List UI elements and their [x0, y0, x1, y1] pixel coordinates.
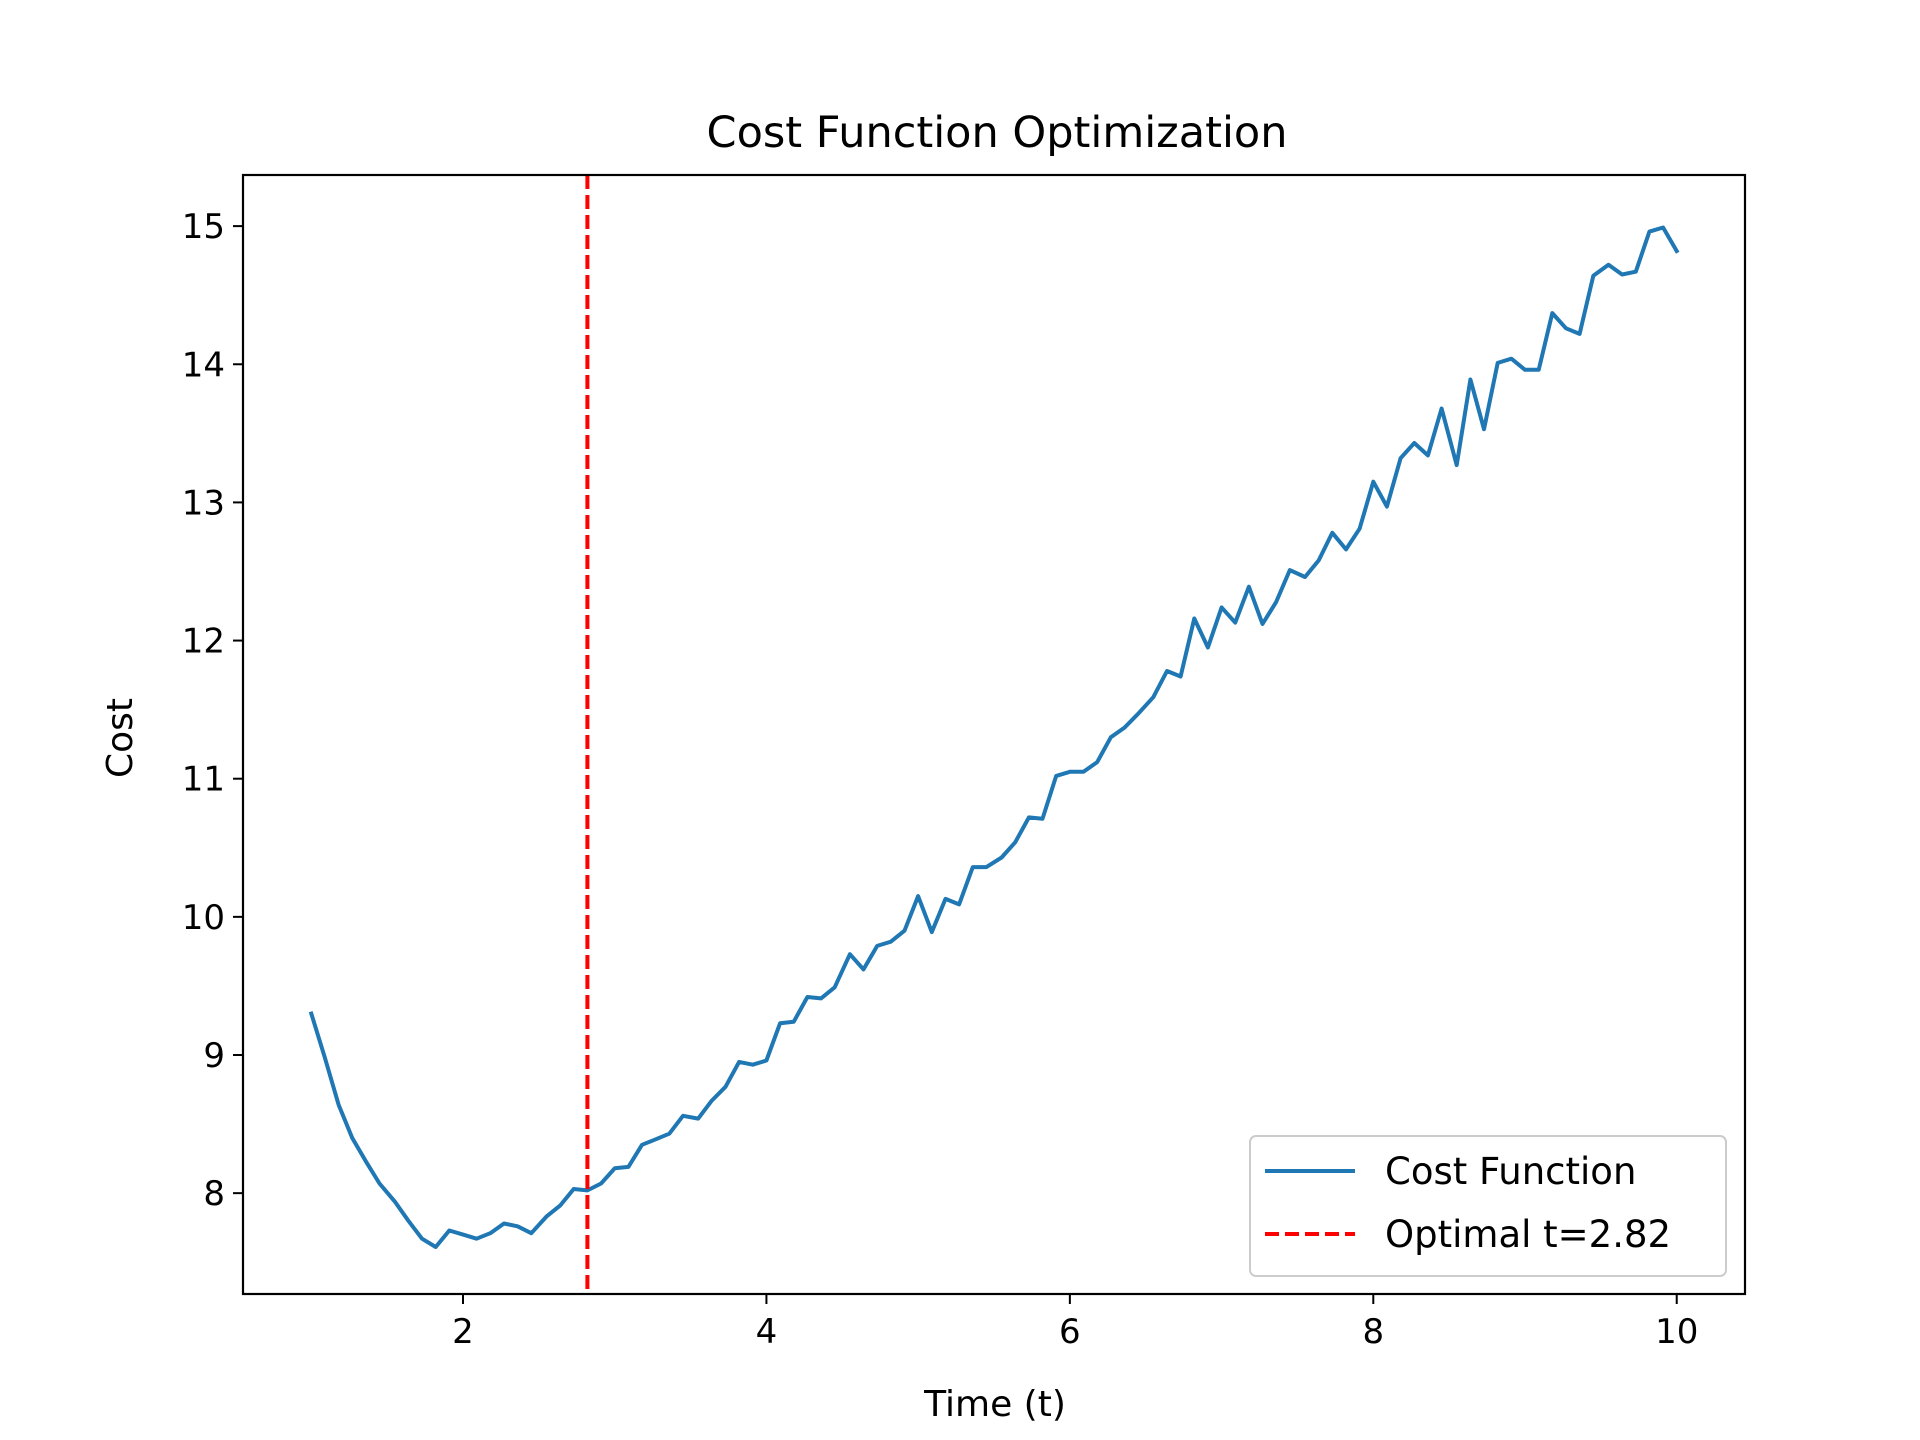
- chart-title: Cost Function Optimization: [707, 108, 1288, 158]
- y-axis-label: Cost: [100, 698, 141, 778]
- y-tick-label: 11: [182, 760, 225, 800]
- y-tick-label: 14: [182, 345, 225, 385]
- y-tick-label: 10: [182, 898, 225, 938]
- x-tick-label: 2: [452, 1312, 474, 1352]
- y-tick-label: 12: [182, 622, 225, 662]
- plot-area: [243, 175, 1745, 1294]
- y-axis: 8 9 10 11 12 13 14 15: [182, 207, 243, 1214]
- x-axis-label: Time (t): [923, 1384, 1066, 1425]
- legend-box: [1249, 1135, 1727, 1277]
- series-layer: [308, 175, 1680, 1294]
- plot-frame: [241, 173, 1747, 1296]
- x-tick-label: 10: [1655, 1312, 1698, 1352]
- x-axis: 2 4 6 8 10: [452, 1294, 1698, 1352]
- series-line-cost-function: [308, 225, 1680, 1249]
- y-tick-label: 15: [182, 207, 225, 247]
- legend-label-cost-function: Cost Function: [1385, 1150, 1636, 1193]
- y-tick-label: 8: [203, 1174, 225, 1214]
- x-tick-label: 4: [756, 1312, 778, 1352]
- y-tick-label: 9: [203, 1036, 225, 1076]
- legend: Cost Function Optimal t=2.82: [1249, 1135, 1727, 1277]
- y-tick-label: 13: [182, 483, 225, 523]
- x-tick-label: 8: [1362, 1312, 1384, 1352]
- x-tick-label: 6: [1059, 1312, 1081, 1352]
- legend-label-optimal: Optimal t=2.82: [1385, 1213, 1671, 1256]
